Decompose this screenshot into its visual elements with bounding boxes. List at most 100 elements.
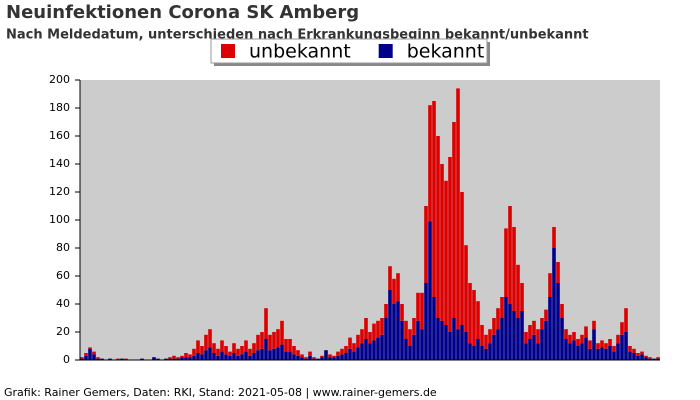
bar-segment (312, 357, 316, 359)
bar-segment (572, 340, 576, 360)
bar-segment (464, 245, 468, 332)
bar-segment (356, 334, 360, 348)
bar-segment (212, 343, 216, 353)
bar-segment (544, 309, 548, 321)
bar-segment (344, 353, 348, 360)
bar-segment (376, 320, 380, 338)
legend-box (210, 38, 488, 64)
bar-segment (492, 334, 496, 360)
bar-segment (492, 318, 496, 335)
bar-segment (600, 347, 604, 360)
bar-segment (436, 318, 440, 360)
bar-segment (400, 320, 404, 360)
bar-segment (268, 350, 272, 360)
bar-segment (528, 325, 532, 339)
bar-segment (608, 339, 612, 346)
bar-segment (392, 304, 396, 360)
bar-segment (628, 351, 632, 360)
bar-segment (308, 351, 312, 356)
bar-segment (512, 227, 516, 311)
y-tick-label: 0 (63, 353, 70, 366)
legend-swatch (221, 44, 235, 58)
bar-segment (332, 355, 336, 358)
bar-segment (228, 355, 232, 360)
bar-segment (408, 346, 412, 360)
bar-segment (228, 351, 232, 356)
bar-segment (212, 353, 216, 360)
bar-segment (456, 88, 460, 330)
bar-segment (244, 340, 248, 352)
bar-segment (256, 350, 260, 360)
bar-segment (380, 318, 384, 335)
bar-segment (216, 348, 220, 356)
bar-segment (376, 337, 380, 360)
bar-segment (260, 332, 264, 349)
bar-segment (300, 357, 304, 360)
bar-segment (308, 355, 312, 360)
bar-segment (404, 320, 408, 339)
bar-segment (428, 105, 432, 222)
bar-segment (408, 329, 412, 346)
bar-segment (196, 353, 200, 360)
y-tick-label: 140 (49, 157, 70, 170)
bar-segment (428, 221, 432, 360)
bar-segment (216, 355, 220, 360)
bar-segment (108, 358, 112, 360)
bar-segment (476, 301, 480, 339)
bar-segment (272, 332, 276, 349)
bar-segment (480, 346, 484, 360)
bar-segment (288, 351, 292, 360)
bar-segment (456, 329, 460, 360)
bar-segment (372, 323, 376, 341)
bar-segment (592, 329, 596, 360)
bar-segment (300, 354, 304, 358)
bar-segment (120, 358, 124, 360)
bar-segment (512, 311, 516, 360)
y-tick-label: 160 (49, 129, 70, 142)
bar-segment (608, 346, 612, 360)
bar-segment (176, 357, 180, 359)
bar-segment (392, 278, 396, 304)
bar-segment (640, 351, 644, 355)
bar-segment (452, 318, 456, 360)
bar-segment (420, 292, 424, 330)
bar-segment (236, 348, 240, 356)
bar-segment (244, 351, 248, 360)
bar-segment (440, 164, 444, 321)
bar-segment (364, 318, 368, 339)
bar-segment (432, 297, 436, 360)
bar-segment (152, 357, 156, 360)
bar-segment (416, 320, 420, 360)
bar-segment (304, 358, 308, 360)
bar-segment (448, 157, 452, 332)
bar-segment (192, 355, 196, 360)
bar-segment (420, 329, 424, 360)
bar-segment (380, 334, 384, 360)
bar-segment (604, 343, 608, 349)
bar-segment (248, 355, 252, 360)
y-tick-label: 80 (56, 241, 70, 254)
bar-segment (232, 353, 236, 360)
bar-segment (444, 325, 448, 360)
y-tick-label: 200 (49, 73, 70, 86)
y-tick-label: 120 (49, 185, 70, 198)
bar-segment (164, 358, 168, 360)
bar-segment (292, 346, 296, 355)
bar-segment (544, 320, 548, 360)
bar-segment (204, 334, 208, 351)
bar-segment (576, 339, 580, 346)
bar-segment (236, 355, 240, 360)
bar-segment (648, 358, 652, 360)
bar-segment (460, 325, 464, 360)
bar-segment (100, 358, 104, 360)
bar-segment (612, 351, 616, 360)
bar-segment (372, 340, 376, 360)
bar-segment (368, 332, 372, 344)
bar-segment (328, 354, 332, 358)
bar-segment (640, 354, 644, 360)
y-tick-label: 20 (56, 325, 70, 338)
bar-segment (580, 343, 584, 360)
bar-segment (336, 351, 340, 356)
bar-segment (444, 180, 448, 325)
bar-segment (284, 351, 288, 360)
